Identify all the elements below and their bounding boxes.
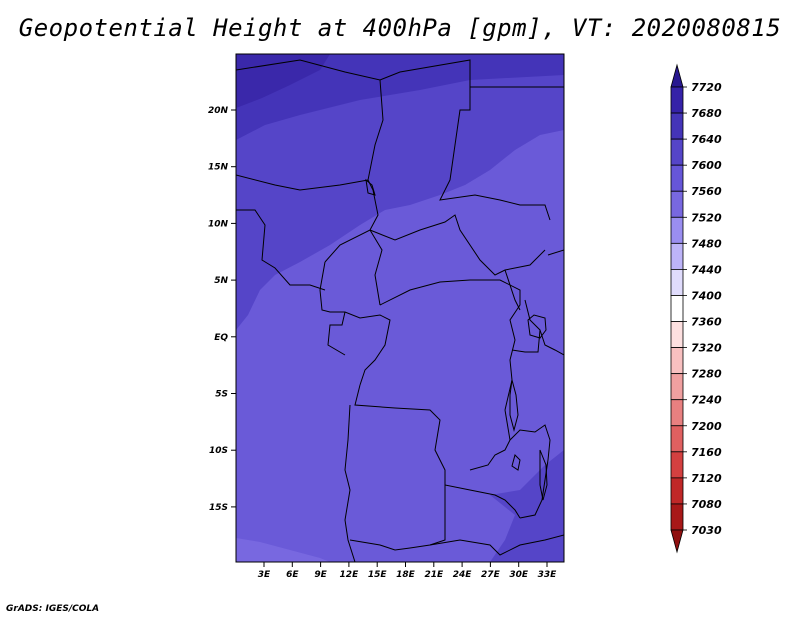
colorbar-segment — [670, 451, 684, 479]
colorbar-segment — [670, 86, 684, 114]
lon-tick-label: 33E — [538, 570, 558, 580]
lat-tick-label: 5S — [215, 390, 228, 400]
map-svg: 20N 15N 10N 5N EQ 5S 10S 15S 3E 6E 9E 12E 15E 18E 21E… — [208, 53, 722, 580]
map-frame — [235, 53, 565, 563]
colorbar-label: 7440 — [691, 263, 722, 276]
lon-tick-label: 12E — [340, 570, 360, 580]
lat-tick-label: 10S — [209, 446, 228, 456]
colorbar: 7720 7680 7640 7600 7560 7520 7480 7440 7400 7360… — [670, 63, 722, 554]
colorbar-segment — [670, 321, 684, 348]
lon-tick-label: 15E — [368, 570, 388, 580]
colorbar-label: 7030 — [691, 524, 722, 537]
colorbar-label: 7200 — [691, 420, 722, 433]
colorbar-segment — [670, 347, 684, 375]
lat-tick-label: 10N — [208, 219, 229, 229]
fill-7640 — [236, 54, 564, 140]
boundaries — [236, 59, 564, 562]
colorbar-segment — [670, 295, 684, 322]
colorbar-bottom-arrow — [670, 529, 684, 554]
lon-tick-label: 9E — [314, 570, 327, 580]
latitude-axis: 20N 15N 10N 5N EQ 5S 10S 15S — [208, 106, 236, 513]
grads-credit: GrADS: IGES/COLA — [6, 604, 100, 614]
fill-7600 — [236, 54, 564, 330]
colorbar-label: 7520 — [691, 211, 722, 224]
colorbar-segment — [670, 138, 684, 166]
colorbar-label: 7600 — [691, 159, 722, 172]
map-title: Geopotential Height at 400hPa [gpm], VT:… — [18, 14, 782, 42]
lat-tick-label: 5N — [214, 276, 228, 286]
colorbar-segment — [670, 425, 684, 453]
colorbar-label: 7160 — [691, 446, 722, 459]
lon-tick-label: 30E — [509, 570, 529, 580]
fill-7680 — [236, 54, 330, 108]
colorbar-label: 7320 — [691, 342, 722, 355]
colorbar-segment — [670, 399, 684, 427]
lat-tick-label: EQ — [214, 333, 228, 343]
colorbar-segment — [670, 216, 684, 244]
longitude-axis: 3E 6E 9E 12E 15E 18E 21E 24E 27E 30E 33E — [258, 562, 557, 580]
colorbar-segment — [670, 269, 684, 296]
colorbar-label: 7400 — [691, 289, 722, 302]
lat-tick-label: 15S — [209, 503, 228, 513]
colorbar-label: 7080 — [691, 498, 722, 511]
lon-tick-label: 6E — [286, 570, 299, 580]
colorbar-label: 7280 — [691, 368, 722, 381]
colorbar-label: 7560 — [691, 185, 722, 198]
lon-tick-label: 24E — [453, 570, 473, 580]
colorbar-segment — [670, 190, 684, 218]
lat-tick-label: 20N — [208, 106, 229, 116]
colorbar-segment — [670, 164, 684, 192]
colorbar-label: 7480 — [691, 237, 722, 250]
lon-tick-label: 27E — [481, 570, 501, 580]
contour-fills — [236, 54, 564, 562]
colorbar-segment — [670, 242, 684, 270]
colorbar-label: 7720 — [691, 81, 722, 94]
lon-tick-label: 3E — [258, 570, 271, 580]
colorbar-segment — [670, 503, 684, 531]
colorbar-segment — [670, 112, 684, 140]
colorbar-top-arrow — [670, 63, 684, 88]
lon-tick-label: 18E — [396, 570, 416, 580]
lon-tick-label: 21E — [424, 570, 444, 580]
fill-7520 — [236, 538, 330, 562]
colorbar-label: 7120 — [691, 472, 722, 485]
colorbar-label: 7360 — [691, 316, 722, 329]
lakes — [365, 178, 548, 501]
colorbar-segment — [670, 373, 684, 401]
colorbar-segment — [670, 477, 684, 505]
colorbar-label: 7640 — [691, 133, 722, 146]
lat-tick-label: 15N — [208, 163, 229, 173]
colorbar-label: 7680 — [691, 107, 722, 120]
colorbar-label: 7240 — [691, 394, 722, 407]
